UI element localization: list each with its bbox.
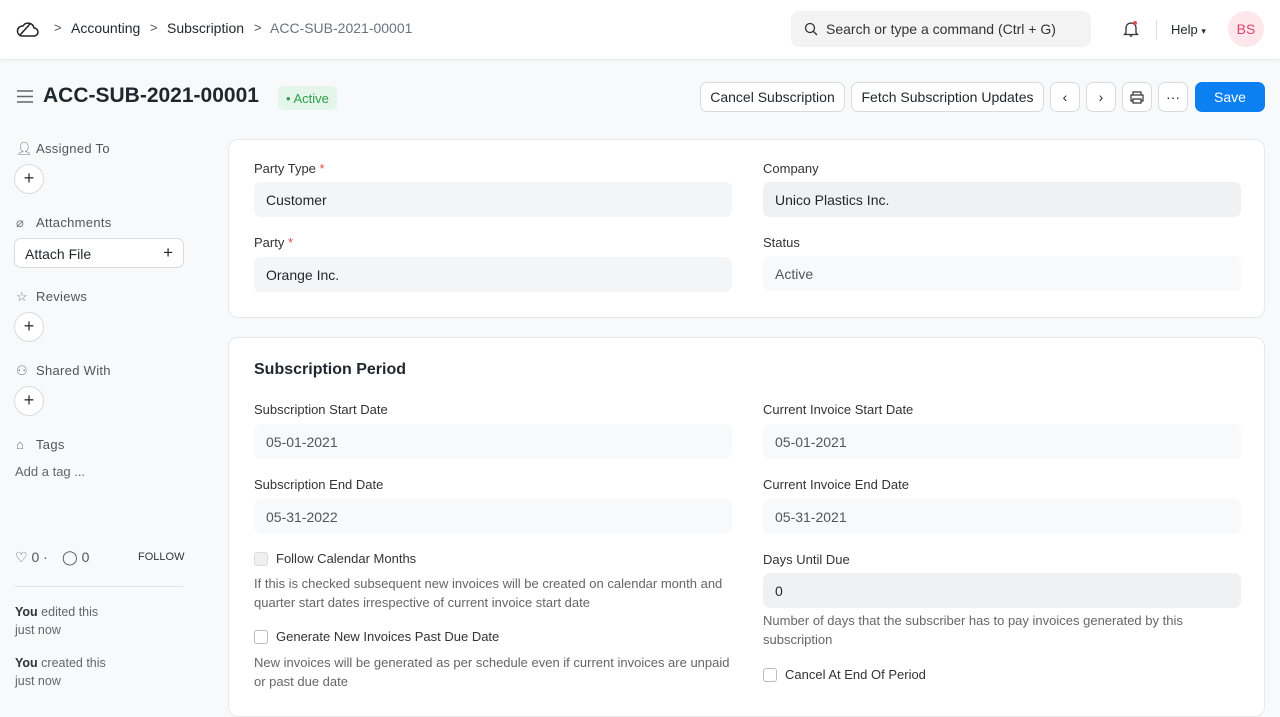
search-icon (804, 22, 818, 36)
status-field: Active (763, 256, 1241, 291)
navbar: > Accounting > Subscription > ACC-SUB-20… (0, 0, 1280, 59)
subscription-period-section: Subscription Period Subscription Start D… (228, 337, 1265, 717)
follow-calendar-checkbox[interactable] (254, 552, 268, 566)
activity-text: edited this (37, 605, 99, 619)
end-date-field: 05-31-2022 (254, 499, 732, 534)
previous-button[interactable]: ‹ (1050, 82, 1080, 112)
add-review-button[interactable]: + (14, 312, 44, 342)
breadcrumb-current[interactable]: ACC-SUB-2021-00001 (270, 20, 413, 36)
search-placeholder: Search or type a command (Ctrl + G) (826, 21, 1056, 37)
heart-icon: ♡ (15, 549, 28, 565)
status-badge: • Active (278, 86, 337, 110)
status-label: Status (763, 235, 800, 250)
breadcrumb-subscription[interactable]: Subscription (167, 20, 245, 36)
fetch-updates-button[interactable]: Fetch Subscription Updates (851, 82, 1044, 112)
like-count: 0 (31, 549, 40, 565)
cancel-subscription-button[interactable]: Cancel Subscription (700, 82, 845, 112)
comment-count: 0 (81, 549, 90, 565)
comment-count-button[interactable]: ◯ 0 (62, 549, 89, 566)
activity-time: just now (15, 674, 61, 688)
party-type-label: Party Type * (254, 161, 325, 176)
plus-icon: + (163, 243, 173, 262)
label-text: Party (254, 235, 285, 250)
assigned-to-label: Assigned To (36, 141, 110, 156)
party-label: Party * (254, 235, 293, 250)
details-section: Party Type * Customer Company Unico Plas… (228, 139, 1265, 318)
chevron-left-icon: ‹ (1062, 89, 1068, 105)
activity-text: created this (37, 656, 106, 670)
cancel-at-end-label: Cancel At End Of Period (785, 667, 926, 682)
add-assignee-button[interactable]: + (14, 164, 44, 194)
follow-calendar-description: If this is checked subsequent new invoic… (254, 576, 723, 610)
follow-calendar-label: Follow Calendar Months (276, 551, 417, 566)
help-label: Help (1171, 22, 1198, 37)
tags-label: Tags (36, 437, 65, 452)
current-start-field: 05-01-2021 (763, 424, 1241, 459)
activity-item: You created this just now (15, 654, 106, 690)
company-field[interactable]: Unico Plastics Inc. (763, 182, 1241, 217)
required-marker: * (287, 235, 294, 250)
add-tag-link[interactable]: Add a tag ... (15, 464, 86, 479)
menu-icon[interactable] (17, 90, 33, 103)
tag-icon: ⌂ (16, 437, 24, 452)
search-input[interactable]: Search or type a command (Ctrl + G) (791, 11, 1091, 47)
comment-icon: ◯ (62, 549, 78, 565)
chevron-down-icon: ▾ (1201, 26, 1206, 36)
next-button[interactable]: › (1086, 82, 1116, 112)
bell-icon[interactable] (1123, 20, 1139, 38)
help-dropdown[interactable]: Help ▾ (1171, 22, 1206, 37)
save-button[interactable]: Save (1195, 82, 1265, 112)
print-button[interactable] (1122, 82, 1152, 112)
add-share-button[interactable]: + (14, 386, 44, 416)
breadcrumb-separator: > (54, 20, 62, 35)
required-marker: * (319, 161, 325, 176)
app-logo-icon[interactable] (16, 20, 40, 38)
like-button[interactable]: ♡ 0 · (15, 549, 48, 565)
section-heading: Subscription Period (254, 361, 407, 378)
generate-past-due-label: Generate New Invoices Past Due Date (276, 629, 500, 644)
paperclip-icon: ⌀ (16, 215, 24, 230)
page-title: ACC-SUB-2021-00001 (43, 84, 259, 107)
chevron-right-icon: › (1098, 89, 1104, 105)
divider (15, 586, 183, 587)
activity-item: You edited this just now (15, 603, 98, 639)
user-icon: 👤︎ (16, 141, 33, 156)
avatar[interactable]: BS (1228, 11, 1264, 47)
days-until-due-field[interactable]: 0 (763, 573, 1241, 608)
reviews-label: Reviews (36, 289, 88, 304)
cancel-at-end-checkbox[interactable] (763, 668, 777, 682)
current-end-label: Current Invoice End Date (763, 477, 909, 492)
activity-user: You (15, 656, 38, 670)
current-end-field: 05-31-2021 (763, 499, 1241, 534)
party-type-field[interactable]: Customer (254, 182, 732, 217)
party-field[interactable]: Orange Inc. (254, 257, 732, 292)
attach-file-button[interactable]: Attach File + (14, 238, 184, 268)
activity-time: just now (15, 623, 61, 637)
generate-past-due-checkbox[interactable] (254, 630, 268, 644)
generate-past-due-description: New invoices will be generated as per sc… (254, 655, 730, 689)
attach-file-label: Attach File (25, 246, 92, 262)
follow-button[interactable]: FOLLOW (138, 551, 185, 563)
status-badge-label: Active (293, 91, 329, 106)
star-icon: ☆ (16, 289, 28, 304)
start-date-label: Subscription Start Date (254, 402, 388, 417)
end-date-label: Subscription End Date (254, 477, 384, 492)
more-button[interactable]: ··· (1158, 82, 1188, 112)
divider (1156, 20, 1157, 40)
label-text: Party Type (254, 161, 316, 176)
days-until-due-label: Days Until Due (763, 552, 850, 567)
breadcrumb-accounting[interactable]: Accounting (71, 20, 141, 36)
activity-user: You (15, 605, 38, 619)
start-date-field: 05-01-2021 (254, 424, 732, 459)
attachments-label: Attachments (36, 215, 112, 230)
shared-with-label: Shared With (36, 363, 111, 378)
breadcrumb-separator: > (254, 20, 262, 35)
breadcrumb-separator: > (150, 20, 158, 35)
company-label: Company (763, 161, 819, 176)
printer-icon (1130, 91, 1144, 104)
current-start-label: Current Invoice Start Date (763, 402, 914, 417)
days-until-due-description: Number of days that the subscriber has t… (763, 613, 1183, 647)
users-icon: ⚇ (16, 363, 28, 378)
